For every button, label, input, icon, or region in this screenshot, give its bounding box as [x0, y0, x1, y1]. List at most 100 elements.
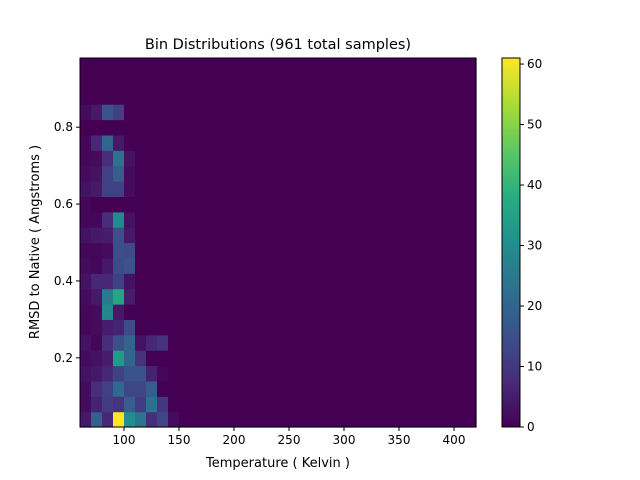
- heatmap-cell: [454, 211, 466, 228]
- heatmap-cell: [322, 242, 334, 259]
- heatmap-cell: [322, 319, 334, 336]
- heatmap-cell: [432, 242, 444, 259]
- heatmap-cell: [124, 104, 136, 121]
- heatmap-cell: [256, 411, 268, 428]
- heatmap-cell: [245, 196, 257, 213]
- heatmap-cell: [113, 88, 125, 105]
- heatmap-cell: [322, 58, 334, 74]
- heatmap-cell: [80, 227, 92, 244]
- heatmap-cell: [223, 58, 235, 74]
- heatmap-cell: [311, 396, 323, 413]
- heatmap-cell: [322, 73, 334, 90]
- heatmap-cell: [146, 196, 158, 213]
- heatmap-cell: [124, 273, 136, 290]
- heatmap-cell: [410, 273, 422, 290]
- heatmap-cell: [190, 365, 202, 382]
- heatmap-cell: [454, 257, 466, 274]
- heatmap-cell: [245, 380, 257, 397]
- heatmap-cell: [366, 288, 378, 305]
- heatmap-cell: [168, 119, 180, 136]
- heatmap-cell: [421, 73, 433, 90]
- heatmap-cell: [113, 334, 125, 351]
- heatmap-cell: [333, 334, 345, 351]
- heatmap-cell: [454, 396, 466, 413]
- heatmap-cell: [432, 365, 444, 382]
- heatmap-cell: [355, 304, 367, 320]
- heatmap-cell: [410, 165, 422, 182]
- heatmap-cell: [322, 396, 334, 413]
- heatmap-cell: [289, 211, 301, 228]
- heatmap-cell: [190, 334, 202, 351]
- heatmap-cell: [388, 227, 400, 244]
- heatmap-cell: [289, 273, 301, 290]
- heatmap-cell: [212, 150, 224, 167]
- heatmap-cell: [322, 165, 334, 182]
- heatmap-cell: [80, 104, 92, 121]
- heatmap-cell: [212, 73, 224, 90]
- heatmap-cell: [245, 211, 257, 228]
- colorbar-tick-label: 10: [527, 360, 542, 374]
- heatmap-cell: [256, 396, 268, 413]
- heatmap-cell: [300, 396, 312, 413]
- heatmap-cell: [443, 196, 455, 213]
- heatmap-cell: [355, 58, 367, 74]
- heatmap-cell: [212, 211, 224, 228]
- heatmap-cell: [113, 150, 125, 167]
- heatmap-cell: [399, 288, 411, 305]
- heatmap-cell: [399, 196, 411, 213]
- heatmap-cell: [157, 73, 169, 90]
- heatmap-cell: [201, 380, 213, 397]
- heatmap-cell: [355, 350, 367, 367]
- heatmap-cell: [91, 365, 103, 382]
- heatmap-cell: [234, 380, 246, 397]
- heatmap-cell: [410, 134, 422, 151]
- heatmap-cell: [91, 288, 103, 305]
- heatmap-cell: [245, 150, 257, 167]
- heatmap-cell: [102, 58, 114, 74]
- heatmap-cell: [344, 150, 356, 167]
- heatmap-cell: [124, 119, 136, 136]
- heatmap-cell: [190, 304, 202, 320]
- heatmap-cell: [289, 350, 301, 367]
- heatmap-cell: [234, 134, 246, 151]
- heatmap-cell: [366, 58, 378, 74]
- heatmap-cell: [245, 181, 257, 197]
- heatmap-cell: [91, 119, 103, 136]
- heatmap-cell: [465, 334, 477, 351]
- heatmap-cell: [212, 165, 224, 182]
- heatmap-cell: [256, 58, 268, 74]
- heatmap-cell: [223, 134, 235, 151]
- y-tick-label: 0.2: [54, 351, 73, 365]
- heatmap-cell: [366, 380, 378, 397]
- heatmap-cell: [80, 165, 92, 182]
- heatmap-cell: [377, 119, 389, 136]
- heatmap-cell: [333, 119, 345, 136]
- heatmap-cell: [113, 380, 125, 397]
- heatmap-cell: [322, 134, 334, 151]
- heatmap-cell: [223, 104, 235, 121]
- heatmap-cell: [80, 365, 92, 382]
- heatmap-cell: [157, 134, 169, 151]
- heatmap-cell: [377, 396, 389, 413]
- heatmap-cell: [399, 304, 411, 320]
- heatmap-cell: [355, 273, 367, 290]
- heatmap-cell: [157, 242, 169, 259]
- heatmap-cell: [80, 150, 92, 167]
- heatmap-cell: [421, 288, 433, 305]
- heatmap-cell: [146, 88, 158, 105]
- heatmap-cell: [146, 411, 158, 428]
- heatmap-cell: [278, 181, 290, 197]
- heatmap-cell: [168, 288, 180, 305]
- heatmap-cell: [388, 350, 400, 367]
- heatmap-cell: [366, 227, 378, 244]
- heatmap-cell: [201, 257, 213, 274]
- heatmap-cell: [124, 396, 136, 413]
- heatmap-cell: [223, 242, 235, 259]
- heatmap-cell: [355, 165, 367, 182]
- heatmap-cell: [256, 196, 268, 213]
- heatmap-cell: [267, 257, 279, 274]
- colorbar-tick-label: 40: [527, 178, 542, 192]
- heatmap-cell: [322, 211, 334, 228]
- heatmap-cell: [212, 411, 224, 428]
- heatmap-cell: [80, 304, 92, 320]
